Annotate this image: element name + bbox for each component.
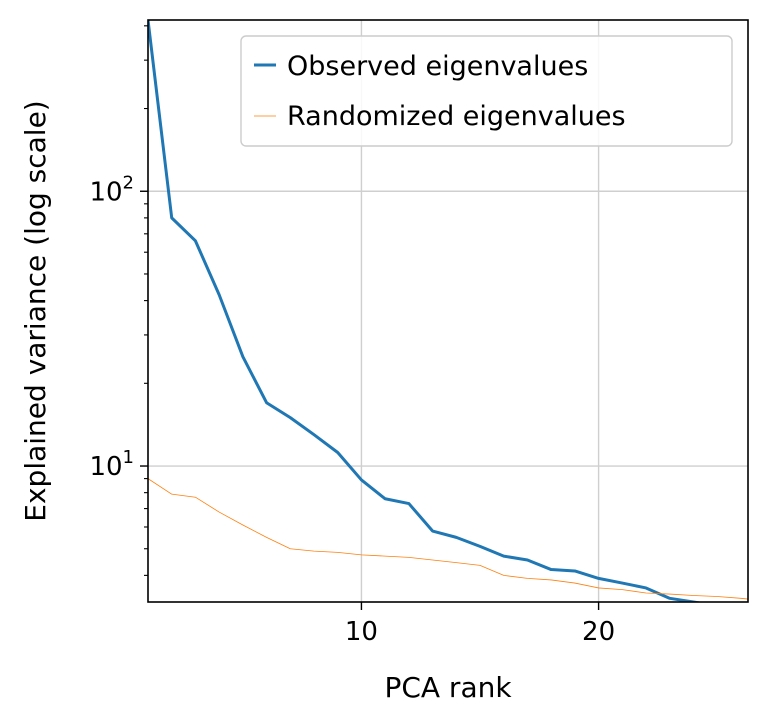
x-tick-label: 10 xyxy=(345,617,378,647)
legend-label-randomized: Randomized eigenvalues xyxy=(287,101,626,132)
y-tick-label: 101 xyxy=(89,447,134,482)
plot-frame xyxy=(147,19,749,603)
legend-box xyxy=(240,35,733,147)
y-tick-label: 102 xyxy=(89,172,134,207)
ticks: 10 20 101 102 xyxy=(89,25,615,647)
legend-label-observed: Observed eigenvalues xyxy=(287,51,588,82)
x-tick-label: 20 xyxy=(582,617,615,647)
series-group xyxy=(148,20,748,602)
y-axis-label: Explained variance (log scale) xyxy=(19,100,52,521)
legend: Observed eigenvalues Randomized eigenval… xyxy=(240,35,733,147)
x-axis-label: PCA rank xyxy=(384,671,512,704)
series-line-randomized xyxy=(148,478,748,600)
series-line-observed xyxy=(148,20,703,602)
